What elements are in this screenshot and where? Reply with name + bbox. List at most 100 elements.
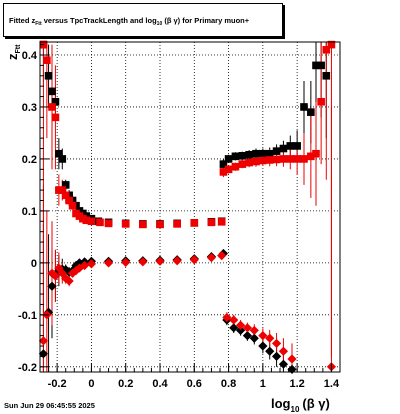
data-point-diamond: [229, 323, 239, 333]
y-tick-label: 0.2: [22, 154, 37, 166]
grid-layer: [40, 42, 340, 372]
error-bar-layer: [42, 42, 332, 372]
data-point-diamond: [71, 266, 81, 276]
data-point-diamond: [47, 281, 57, 291]
data-point-square: [238, 160, 247, 168]
data-point-diamond: [242, 331, 253, 341]
data-point-square: [272, 147, 281, 155]
data-point-square: [65, 196, 73, 205]
title-middle: versus TpcTrackLength and log: [41, 16, 157, 25]
data-point-square: [51, 97, 60, 106]
x-axis-label: log10 (β γ): [271, 396, 330, 414]
data-point-square: [82, 216, 91, 225]
data-point-square: [173, 220, 181, 228]
data-point-diamond: [235, 325, 246, 336]
x-axis-label-tail: (β γ): [302, 396, 329, 411]
x-tick-label: 0.4: [152, 378, 168, 390]
data-point-square: [307, 152, 315, 161]
data-point-diamond: [242, 323, 253, 333]
y-tick-label: 0.1: [22, 206, 37, 218]
data-point-square: [279, 144, 288, 153]
data-point-square: [48, 87, 56, 96]
data-point-square: [265, 156, 274, 164]
data-point-diamond: [50, 271, 61, 281]
x-tick-label: 0: [88, 378, 94, 390]
data-point-square: [231, 152, 240, 161]
data-point-diamond: [258, 331, 268, 341]
marker-layer: [38, 40, 337, 375]
data-point-diamond: [278, 359, 289, 369]
data-point-diamond: [271, 338, 282, 349]
x-tick-label: 1.4: [324, 378, 340, 390]
data-point-square: [317, 97, 325, 106]
data-point-square: [190, 219, 199, 227]
data-point-square: [68, 201, 77, 210]
data-point-diamond: [265, 346, 275, 356]
data-point-diamond: [217, 250, 227, 261]
data-point-square: [293, 142, 301, 150]
data-point-square: [312, 149, 320, 158]
data-point-diamond: [138, 257, 148, 267]
data-point-square: [51, 113, 60, 122]
data-point-diamond: [235, 320, 246, 330]
data-point-square: [61, 181, 70, 189]
data-point-square: [224, 165, 233, 174]
data-point-square: [317, 61, 325, 70]
data-point-square: [307, 108, 315, 116]
tick-layer: -0.2 0 0.2 0.4 0.6 0.8 1 1.2 1.4 -0.2 -0.1 0 0.1 0.2 0…: [18, 44, 341, 390]
x-tick-label: -0.2: [48, 378, 67, 390]
data-point-diamond: [189, 255, 199, 265]
data-point-diamond: [64, 276, 74, 286]
data-point-square: [252, 157, 260, 166]
data-point-square: [96, 218, 104, 227]
data-point-diamond: [278, 346, 289, 356]
title-suffix: (β γ) for Primary muon+: [162, 16, 250, 25]
data-point-square: [245, 150, 253, 159]
data-point-square: [207, 218, 216, 227]
data-point-diamond: [287, 354, 297, 364]
data-point-diamond: [61, 273, 71, 284]
y-tick-label: -0.1: [18, 310, 37, 322]
y-tick-label: 0: [31, 258, 37, 270]
data-point-square: [58, 155, 67, 163]
data-point-square: [238, 152, 247, 160]
data-point-diamond: [249, 325, 259, 336]
data-point-square: [139, 220, 147, 229]
x-axis-label-sub: 10: [291, 405, 300, 414]
data-point-square: [252, 149, 260, 158]
data-point-diamond: [155, 256, 165, 266]
chart-title: Fitted zFtt versus TpcTrackLength and lo…: [9, 16, 249, 27]
data-point-square: [259, 156, 267, 165]
data-point-square: [55, 149, 63, 158]
data-point-square: [231, 162, 240, 171]
data-point-diamond: [121, 257, 131, 267]
y-tick-label: 0.4: [22, 50, 38, 62]
data-point-diamond: [172, 256, 182, 266]
data-point-diamond: [38, 336, 49, 346]
data-point-diamond: [206, 253, 217, 263]
data-point-square: [121, 220, 130, 228]
data-point-diamond: [103, 258, 114, 268]
data-point-diamond: [265, 333, 275, 343]
data-point-square: [322, 45, 331, 54]
data-point-square: [87, 217, 96, 226]
x-tick-label: 1.2: [289, 378, 304, 390]
title-sub2: 10: [156, 21, 163, 27]
data-point-square: [219, 160, 228, 168]
y-axis-label-sub: Ftt: [15, 44, 22, 54]
data-point-square: [219, 168, 228, 176]
data-point-diamond: [71, 260, 81, 271]
data-point-diamond: [67, 268, 78, 278]
data-point-square: [61, 191, 70, 200]
data-point-square: [300, 103, 308, 111]
x-tick-label: 1: [260, 378, 266, 390]
data-point-square: [286, 155, 295, 163]
data-point-square: [300, 155, 308, 163]
x-tick-label: 0.6: [187, 378, 202, 390]
data-point-diamond: [61, 265, 71, 275]
data-point-square: [312, 61, 320, 70]
y-tick-label: -0.2: [18, 362, 37, 374]
data-point-square: [293, 155, 301, 163]
data-point-square: [265, 149, 274, 158]
data-point-square: [272, 155, 281, 164]
